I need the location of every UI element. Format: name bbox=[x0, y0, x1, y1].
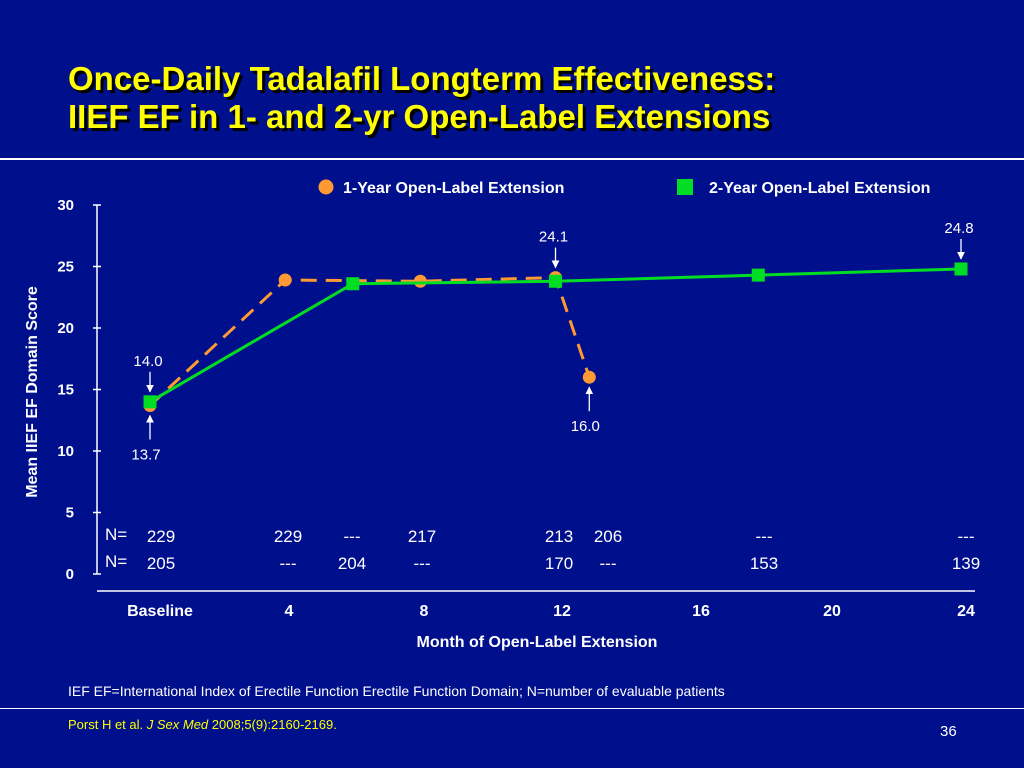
y-tick-label: 15 bbox=[57, 382, 74, 399]
n-value: 217 bbox=[408, 527, 436, 546]
n-value: --- bbox=[756, 527, 773, 546]
x-tick-label: 4 bbox=[285, 603, 294, 620]
x-tick-label: 8 bbox=[420, 603, 429, 620]
citation-details: 2008;5(9):2160-2169. bbox=[208, 717, 337, 732]
n-value: --- bbox=[414, 554, 431, 573]
citation-authors: Porst H et al. bbox=[68, 717, 147, 732]
n-value: 204 bbox=[338, 554, 366, 573]
data-point bbox=[346, 277, 360, 291]
title-divider bbox=[0, 158, 1024, 160]
legend-marker-1yr bbox=[318, 179, 334, 195]
y-tick-label: 0 bbox=[66, 566, 74, 583]
title-line-2: IIEF EF in 1- and 2-yr Open-Label Extens… bbox=[68, 98, 771, 135]
title-line-1: Once-Daily Tadalafil Longterm Effectiven… bbox=[68, 60, 776, 97]
x-tick-label: 16 bbox=[692, 603, 710, 620]
n-value: 229 bbox=[147, 527, 175, 546]
data-point bbox=[751, 268, 765, 282]
legend-label-1yr: 1-Year Open-Label Extension bbox=[343, 180, 564, 197]
y-tick-label: 5 bbox=[66, 505, 74, 522]
citation: Porst H et al. J Sex Med 2008;5(9):2160-… bbox=[68, 717, 337, 732]
n-value: 206 bbox=[594, 527, 622, 546]
data-point bbox=[413, 274, 427, 288]
legend-marker-2yr bbox=[677, 179, 693, 195]
footer-divider bbox=[0, 708, 1024, 709]
n-value: 139 bbox=[952, 554, 980, 573]
data-point bbox=[582, 370, 596, 384]
y-tick-label: 20 bbox=[57, 320, 74, 337]
series-line bbox=[148, 276, 591, 407]
data-label: 24.1 bbox=[539, 229, 568, 246]
data-point bbox=[954, 262, 968, 276]
n-value: --- bbox=[280, 554, 297, 573]
y-axis-title: Mean IIEF EF Domain Score bbox=[24, 286, 41, 498]
data-point bbox=[549, 274, 562, 288]
n-value: 205 bbox=[147, 554, 175, 573]
n-value: --- bbox=[958, 527, 975, 546]
legend-label-2yr: 2-Year Open-Label Extension bbox=[709, 180, 930, 197]
data-label: 24.8 bbox=[944, 220, 973, 237]
data-label: 16.0 bbox=[571, 418, 600, 435]
y-tick-label: 10 bbox=[57, 443, 74, 460]
n-row-label: N= bbox=[105, 552, 127, 571]
data-label: 13.7 bbox=[131, 446, 160, 463]
x-tick-label: 12 bbox=[553, 603, 571, 620]
n-value: 153 bbox=[750, 554, 778, 573]
series-line bbox=[149, 267, 962, 404]
n-value: 213 bbox=[545, 527, 573, 546]
n-value: 229 bbox=[274, 527, 302, 546]
citation-journal: J Sex Med bbox=[146, 717, 209, 732]
x-tick-label: 24 bbox=[957, 603, 975, 620]
y-tick-label: 25 bbox=[57, 259, 74, 276]
n-value: --- bbox=[600, 554, 617, 573]
line-chart: 0 5 10 15 20 25 30 Mean IIEF EF Domain Score Bas… bbox=[24, 179, 980, 651]
x-tick-label: 20 bbox=[823, 603, 841, 620]
page-number: 36 bbox=[940, 723, 957, 740]
x-tick-label: Baseline bbox=[127, 603, 193, 620]
x-axis-title: Month of Open-Label Extension bbox=[417, 634, 658, 651]
data-point bbox=[143, 395, 157, 409]
n-row-label: N= bbox=[105, 525, 127, 544]
data-point bbox=[278, 273, 292, 287]
y-tick-label: 30 bbox=[57, 197, 74, 214]
n-value: --- bbox=[344, 527, 361, 546]
data-label: 14.0 bbox=[133, 353, 162, 370]
footnote: IEF EF=International Index of Erectile F… bbox=[68, 683, 725, 699]
slide-title: Once-Daily Tadalafil Longterm Effectiven… bbox=[68, 60, 775, 136]
n-value: 170 bbox=[545, 554, 573, 573]
